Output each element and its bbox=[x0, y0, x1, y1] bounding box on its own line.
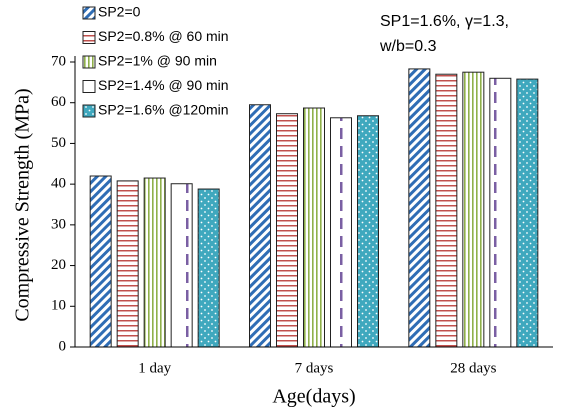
y-tick-label: 20 bbox=[51, 257, 66, 273]
bar bbox=[489, 77, 512, 348]
bar bbox=[357, 115, 379, 348]
bar bbox=[303, 107, 325, 348]
x-tick-label: 7 days bbox=[295, 360, 334, 376]
bar bbox=[435, 73, 458, 348]
bar bbox=[408, 68, 431, 348]
legend-label: SP2=1% @ 90 min bbox=[98, 53, 217, 69]
annotation: w/b=0.3 bbox=[379, 38, 437, 55]
x-axis-label: Age(days) bbox=[272, 386, 355, 408]
legend-swatch bbox=[82, 31, 96, 44]
bar bbox=[143, 177, 166, 348]
legend-label: SP2=1.6% @120min bbox=[98, 102, 229, 118]
x-tick-label: 1 day bbox=[138, 360, 171, 376]
annotation: SP1=1.6%, γ=1.3, bbox=[380, 13, 509, 30]
bar bbox=[116, 180, 139, 348]
bar bbox=[170, 183, 193, 348]
y-tick-label: 30 bbox=[51, 216, 66, 232]
bar bbox=[276, 113, 298, 348]
y-tick-label: 0 bbox=[59, 338, 67, 354]
y-tick-label: 70 bbox=[51, 53, 66, 69]
legend-label: SP2=1.4% @ 90 min bbox=[98, 77, 229, 93]
y-tick-label: 40 bbox=[51, 176, 66, 192]
bar bbox=[462, 71, 485, 348]
legend-swatch bbox=[82, 6, 96, 20]
legend-label: SP2=0.8% @ 60 min bbox=[98, 28, 229, 44]
x-tick-label: 28 days bbox=[450, 360, 496, 376]
y-tick-label: 50 bbox=[51, 135, 66, 151]
legend-swatch bbox=[82, 104, 96, 118]
legend-swatch bbox=[82, 80, 96, 93]
bar bbox=[197, 188, 220, 348]
bar bbox=[89, 175, 112, 348]
bar bbox=[516, 78, 539, 348]
legend-swatch bbox=[82, 55, 96, 69]
y-tick-label: 60 bbox=[51, 94, 66, 110]
y-tick-label: 10 bbox=[51, 298, 66, 314]
y-axis-label: Compressive Strength (MPa) bbox=[12, 88, 34, 321]
bar bbox=[330, 117, 352, 348]
bar bbox=[249, 104, 271, 348]
legend-label: SP2=0 bbox=[98, 4, 141, 20]
